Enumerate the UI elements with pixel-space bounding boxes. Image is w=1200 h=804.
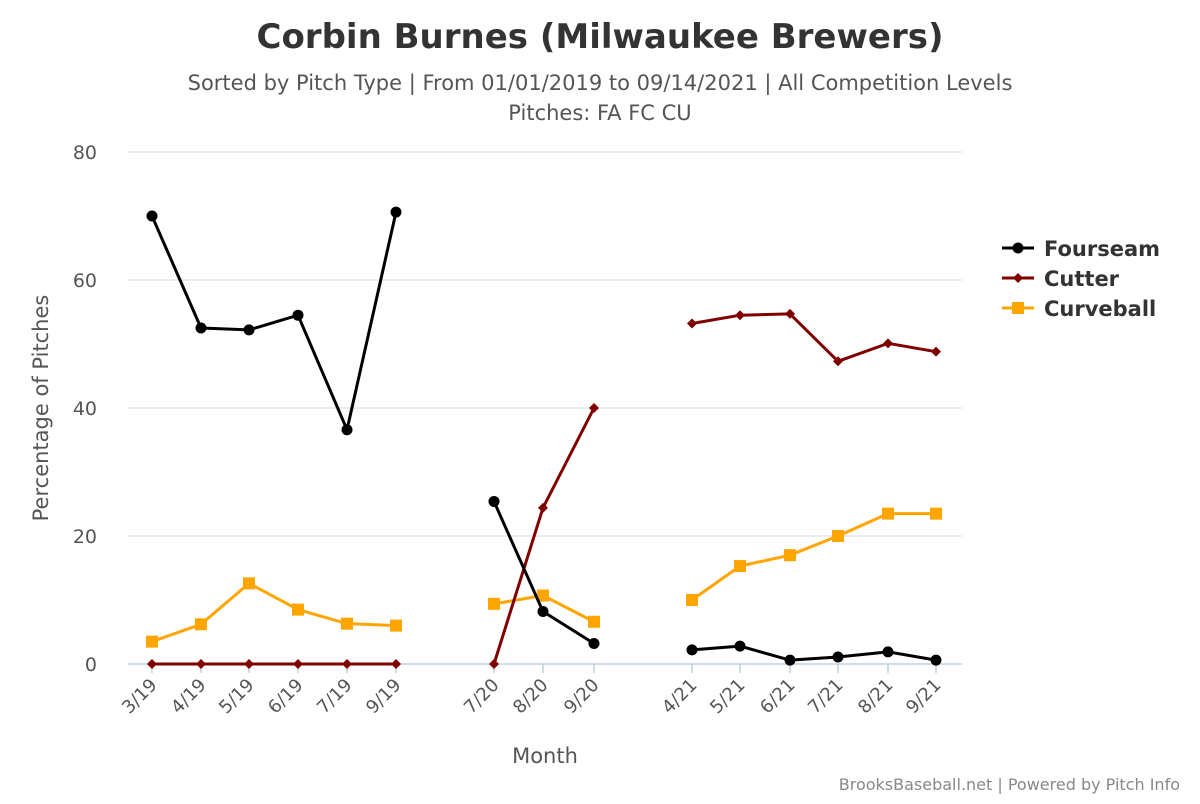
legend-label: Fourseam xyxy=(1044,237,1160,261)
chart-title: Corbin Burnes (Milwaukee Brewers) xyxy=(257,17,944,57)
legend-marker-curveball[interactable] xyxy=(1012,302,1024,314)
series-line-cutter xyxy=(691,312,937,363)
data-point-curveball[interactable] xyxy=(588,615,600,628)
data-point-cutter[interactable] xyxy=(735,310,745,321)
legend-item-cutter[interactable]: Cutter xyxy=(1002,267,1120,291)
x-tick-label: 4/19 xyxy=(167,675,210,718)
data-point-curveball[interactable] xyxy=(734,560,746,573)
y-axis-label: Percentage of Pitches xyxy=(29,295,53,522)
data-point-curveball[interactable] xyxy=(537,589,549,602)
data-point-curveball[interactable] xyxy=(243,577,255,590)
data-point-cutter[interactable] xyxy=(489,659,499,669)
data-point-cutter[interactable] xyxy=(342,659,352,669)
legend-label: Cutter xyxy=(1044,267,1120,291)
data-point-fourseam[interactable] xyxy=(588,638,600,650)
data-point-cutter[interactable] xyxy=(931,346,941,357)
y-tick-label: 80 xyxy=(73,142,97,164)
x-tick-label: 3/19 xyxy=(118,675,161,718)
data-point-fourseam[interactable] xyxy=(832,651,844,663)
x-tick-label: 7/19 xyxy=(313,675,356,718)
legend-label: Curveball xyxy=(1044,297,1156,321)
x-tick-label: 4/21 xyxy=(658,675,701,718)
chart-subtitle-line1: Sorted by Pitch Type | From 01/01/2019 t… xyxy=(188,71,1013,96)
data-point-curveball[interactable] xyxy=(930,507,942,520)
data-point-fourseam[interactable] xyxy=(784,654,796,666)
data-point-fourseam[interactable] xyxy=(686,644,698,656)
data-point-curveball[interactable] xyxy=(784,549,796,562)
series-line-fourseam xyxy=(691,644,937,662)
legend-item-curveball[interactable]: Curveball xyxy=(1002,297,1156,321)
legend-marker-fourseam[interactable] xyxy=(1012,242,1024,254)
chart-credits[interactable]: BrooksBaseball.net | Powered by Pitch In… xyxy=(839,775,1180,794)
data-point-cutter[interactable] xyxy=(785,308,795,319)
legend-item-fourseam[interactable]: Fourseam xyxy=(1002,237,1160,261)
data-point-fourseam[interactable] xyxy=(882,646,894,658)
x-tick-label: 9/21 xyxy=(902,675,945,718)
data-point-fourseam[interactable] xyxy=(537,606,549,618)
data-point-fourseam[interactable] xyxy=(390,206,402,218)
series-line-curveball xyxy=(691,512,936,602)
chart-subtitle-line2: Pitches: FA FC CU xyxy=(508,101,691,125)
grid xyxy=(128,151,962,665)
data-point-curveball[interactable] xyxy=(832,530,844,542)
data-point-curveball[interactable] xyxy=(488,597,500,610)
data-point-cutter[interactable] xyxy=(538,502,548,513)
y-tick-label: 0 xyxy=(85,654,97,676)
data-point-cutter[interactable] xyxy=(883,338,893,349)
y-tick-label: 20 xyxy=(73,526,97,548)
series-line-fourseam xyxy=(492,500,595,645)
data-point-fourseam[interactable] xyxy=(930,654,942,666)
data-point-curveball[interactable] xyxy=(341,617,353,630)
x-tick-label: 6/21 xyxy=(756,675,799,718)
y-tick-label: 40 xyxy=(73,398,97,420)
data-point-cutter[interactable] xyxy=(687,318,697,329)
data-point-cutter[interactable] xyxy=(833,356,843,367)
data-point-cutter[interactable] xyxy=(589,403,599,413)
data-point-fourseam[interactable] xyxy=(734,640,746,652)
data-point-fourseam[interactable] xyxy=(488,495,500,507)
series-cutter[interactable] xyxy=(147,308,941,669)
data-point-curveball[interactable] xyxy=(292,603,304,616)
data-point-curveball[interactable] xyxy=(686,594,698,606)
data-point-curveball[interactable] xyxy=(195,618,207,631)
x-tick-label: 6/19 xyxy=(264,675,307,718)
data-point-cutter[interactable] xyxy=(147,659,157,669)
x-tick-label: 5/19 xyxy=(215,675,258,718)
x-axis-label: Month xyxy=(512,744,578,768)
data-point-cutter[interactable] xyxy=(244,659,254,669)
legend[interactable]: Fourseam Cutter Curveball xyxy=(1002,237,1160,321)
data-point-fourseam[interactable] xyxy=(195,322,207,334)
data-point-fourseam[interactable] xyxy=(292,309,304,321)
data-point-fourseam[interactable] xyxy=(146,210,158,222)
x-tick-label: 8/21 xyxy=(854,675,897,718)
x-tick-label: 9/20 xyxy=(560,675,603,718)
series-curveball[interactable] xyxy=(146,507,942,648)
data-point-curveball[interactable] xyxy=(146,635,158,648)
x-tick-label: 5/21 xyxy=(706,675,749,718)
series-line-fourseam xyxy=(150,211,398,432)
data-point-cutter[interactable] xyxy=(196,659,206,669)
series-line-curveball xyxy=(151,581,397,644)
data-point-curveball[interactable] xyxy=(882,507,894,520)
y-tick-label: 60 xyxy=(73,270,97,292)
data-point-fourseam[interactable] xyxy=(341,424,353,436)
data-point-cutter[interactable] xyxy=(293,659,303,669)
data-point-cutter[interactable] xyxy=(391,659,401,669)
legend-marker-cutter[interactable] xyxy=(1013,273,1023,283)
data-point-curveball[interactable] xyxy=(390,619,402,632)
x-tick-label: 7/20 xyxy=(460,675,503,718)
series-fourseam[interactable] xyxy=(146,206,942,666)
x-tick-label: 8/20 xyxy=(509,675,552,718)
x-tick-label: 9/19 xyxy=(362,675,405,718)
series-layer xyxy=(146,206,942,669)
data-point-fourseam[interactable] xyxy=(243,324,255,336)
x-tick-label: 7/21 xyxy=(804,675,847,718)
